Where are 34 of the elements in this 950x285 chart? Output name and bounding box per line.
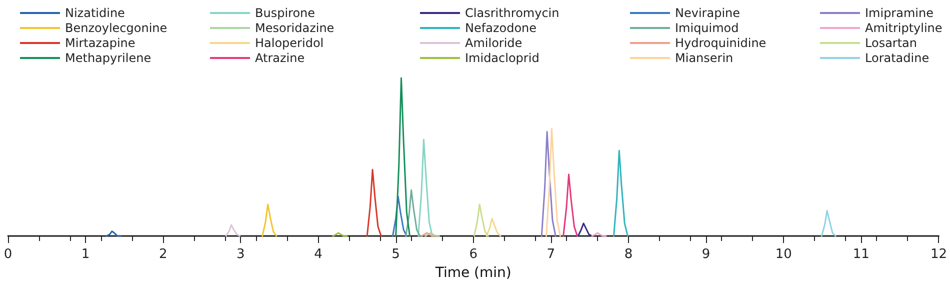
- x-tick-label: 9: [702, 247, 710, 262]
- x-tick-label: 5: [392, 247, 400, 262]
- x-tick-label: 10: [775, 247, 792, 262]
- x-tick-label: 12: [930, 247, 947, 262]
- x-tick-label: 1: [81, 247, 90, 262]
- legend-label: Mesoridazine: [255, 21, 334, 35]
- x-tick-label: 11: [852, 247, 870, 262]
- legend-label: Haloperidol: [255, 36, 324, 50]
- legend-label: Mianserin: [675, 51, 734, 65]
- legend-label: Benzoylecgonine: [65, 21, 168, 35]
- legend-label: Mirtazapine: [65, 36, 136, 50]
- x-tick-label: 6: [469, 247, 478, 262]
- x-tick-label: 7: [546, 247, 556, 262]
- legend-label: Nizatidine: [65, 6, 125, 20]
- legend-label: Imipramine: [865, 6, 934, 20]
- legend-label: Losartan: [865, 36, 918, 50]
- legend-label: Imiquimod: [675, 21, 739, 35]
- legend-label: Amitriptyline: [865, 21, 942, 35]
- legend-label: Nefazodone: [465, 21, 537, 35]
- legend-label: Nevirapine: [675, 6, 740, 20]
- x-tick-label: 8: [624, 247, 633, 262]
- x-axis-title: Time (min): [434, 265, 512, 281]
- legend-label: Atrazine: [255, 51, 305, 65]
- legend-label: Buspirone: [255, 6, 316, 20]
- x-tick-label: 3: [236, 247, 245, 262]
- legend-label: Imidacloprid: [465, 51, 540, 65]
- x-tick-label: 2: [158, 247, 168, 262]
- legend-label: Loratadine: [865, 51, 930, 65]
- legend-label: Methapyrilene: [65, 51, 152, 65]
- legend-label: Clasrithromycin: [465, 6, 560, 20]
- legend-label: Amiloride: [465, 36, 522, 50]
- x-tick-label: 4: [314, 247, 322, 262]
- x-tick-label: 0: [4, 247, 12, 262]
- legend-label: Hydroquinidine: [675, 36, 766, 50]
